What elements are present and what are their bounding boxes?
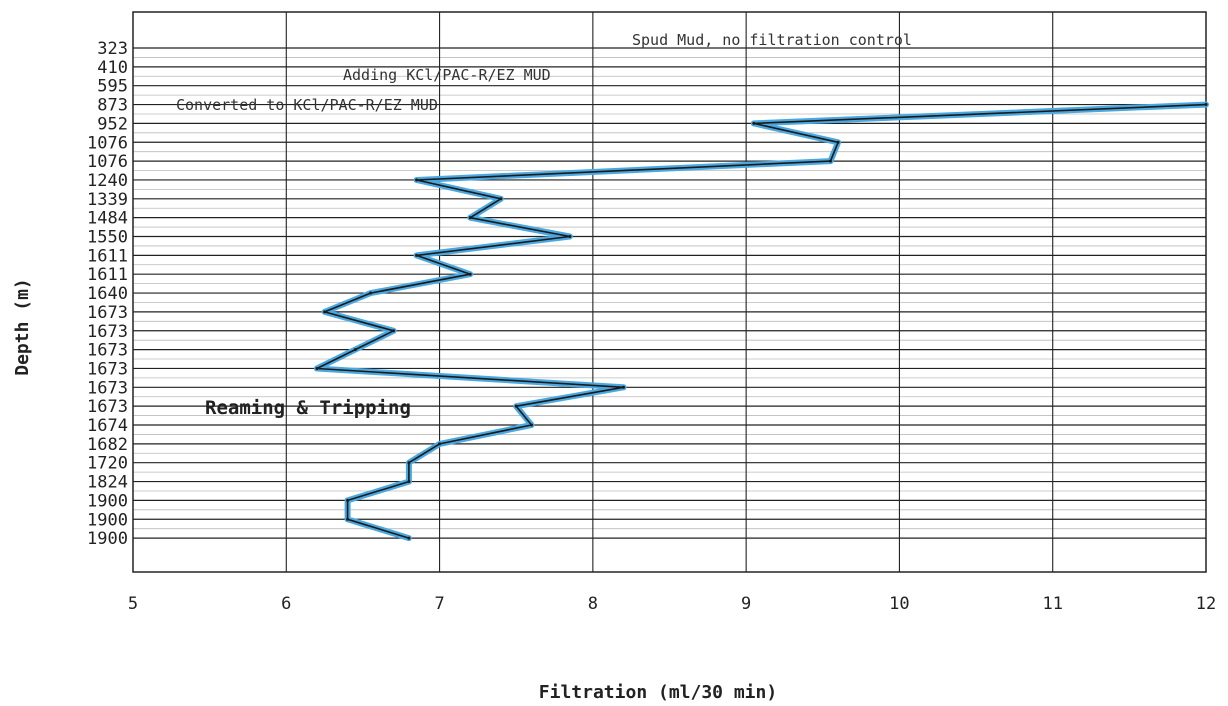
y-tick-label: 1611 bbox=[87, 265, 128, 285]
y-tick-label: 1339 bbox=[87, 190, 128, 210]
data-point bbox=[438, 442, 442, 446]
data-point bbox=[468, 216, 472, 220]
data-point bbox=[622, 385, 626, 389]
x-tick-label: 11 bbox=[1042, 594, 1062, 614]
y-tick-label: 1673 bbox=[87, 397, 128, 417]
y-tick-label: 1240 bbox=[87, 171, 128, 191]
data-point bbox=[346, 517, 350, 521]
series-group bbox=[313, 101, 1209, 542]
plot-frame bbox=[132, 11, 1207, 573]
x-axis-title: Filtration (ml/30 min) bbox=[539, 682, 777, 703]
y-tick-label: 1900 bbox=[87, 510, 128, 530]
y-tick-label: 1673 bbox=[87, 322, 128, 342]
annotations: Spud Mud, no filtration control Adding KC… bbox=[176, 31, 912, 419]
series-line-outline bbox=[316, 103, 1207, 539]
y-tick-label: 1673 bbox=[87, 359, 128, 379]
y-tick-label: 1900 bbox=[87, 529, 128, 549]
data-point bbox=[407, 480, 411, 484]
data-point bbox=[514, 404, 518, 408]
y-tick-label: 1673 bbox=[87, 341, 128, 361]
y-tick-label: 595 bbox=[97, 77, 128, 97]
data-point bbox=[415, 178, 419, 182]
y-tick-label: 323 bbox=[97, 39, 128, 59]
y-tick-label: 1484 bbox=[87, 209, 128, 229]
y-tick-label: 1550 bbox=[87, 228, 128, 248]
y-tick-label: 1640 bbox=[87, 284, 128, 304]
data-point bbox=[369, 291, 373, 295]
data-point bbox=[468, 272, 472, 276]
y-tick-label: 1673 bbox=[87, 378, 128, 398]
data-point bbox=[1204, 103, 1208, 107]
x-tick-label: 8 bbox=[588, 594, 598, 614]
y-tick-label: 410 bbox=[97, 58, 128, 78]
x-tick-label: 5 bbox=[128, 594, 138, 614]
x-tick-labels: 5 6 7 8 9 10 11 12 bbox=[128, 594, 1216, 614]
y-axis-title: Depth (m) bbox=[12, 278, 33, 376]
data-point bbox=[415, 253, 419, 257]
y-tick-label: 1824 bbox=[87, 473, 128, 493]
data-point bbox=[315, 366, 319, 370]
x-tick-label: 6 bbox=[281, 594, 291, 614]
data-point bbox=[353, 348, 357, 352]
data-point bbox=[392, 329, 396, 333]
annotation-text: Adding KCl/PAC-R/EZ MUD bbox=[343, 66, 551, 84]
y-tick-label: 873 bbox=[97, 96, 128, 116]
x-tick-label: 7 bbox=[434, 594, 444, 614]
annotation-text: Spud Mud, no filtration control bbox=[632, 31, 912, 49]
annotation-text: Converted to KCl/PAC-R/EZ MUD bbox=[176, 96, 438, 114]
y-tick-label: 1076 bbox=[87, 133, 128, 153]
grid bbox=[133, 12, 1206, 572]
y-tick-labels: 3234105958739521076107612401339148415501… bbox=[87, 39, 128, 549]
y-tick-label: 1720 bbox=[87, 454, 128, 474]
y-tick-label: 952 bbox=[97, 114, 128, 134]
y-tick-label: 1673 bbox=[87, 303, 128, 323]
data-point bbox=[499, 197, 503, 201]
x-tick-label: 9 bbox=[741, 594, 751, 614]
x-tick-label: 10 bbox=[889, 594, 909, 614]
data-point bbox=[568, 235, 572, 238]
data-point bbox=[346, 498, 350, 502]
data-point bbox=[407, 536, 411, 540]
y-tick-label: 1611 bbox=[87, 246, 128, 266]
y-tick-label: 1900 bbox=[87, 491, 128, 511]
data-point bbox=[530, 423, 534, 427]
y-tick-label: 1682 bbox=[87, 435, 128, 455]
annotation-text: Reaming & Tripping bbox=[205, 397, 411, 419]
data-point bbox=[323, 310, 327, 314]
data-point bbox=[407, 461, 411, 465]
data-point bbox=[836, 140, 840, 144]
x-tick-label: 12 bbox=[1196, 594, 1216, 614]
data-point bbox=[752, 121, 756, 125]
data-point bbox=[828, 159, 832, 163]
y-tick-label: 1076 bbox=[87, 152, 128, 172]
y-tick-label: 1674 bbox=[87, 416, 128, 436]
